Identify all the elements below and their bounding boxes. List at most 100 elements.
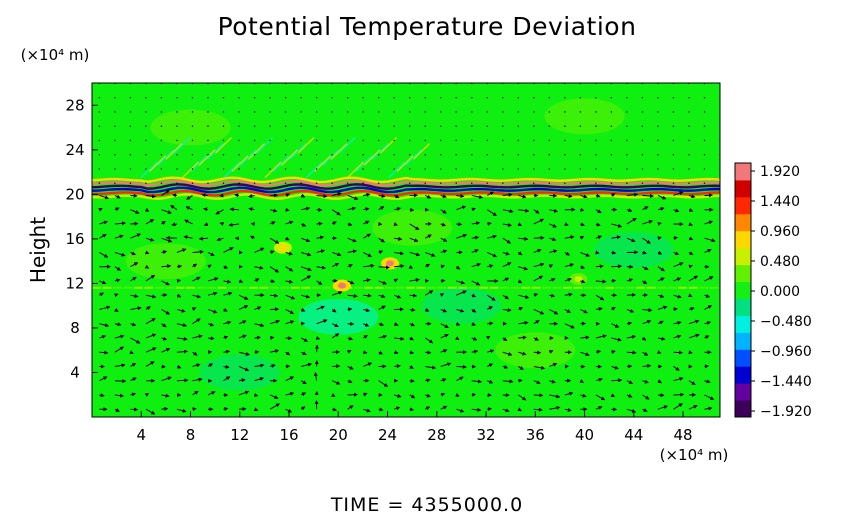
wind-vector — [487, 321, 494, 326]
wind-vector — [363, 308, 371, 313]
wind-vector — [719, 294, 720, 296]
wind-vector-dot — [98, 153, 101, 156]
wind-vector — [673, 350, 683, 355]
wind-vector — [425, 365, 437, 370]
wind-vector — [161, 393, 170, 398]
wind-vector — [424, 194, 432, 199]
gravity-wave-stroke — [173, 137, 191, 154]
wind-vector-dot — [160, 139, 163, 142]
wind-vector — [440, 209, 447, 214]
field-band-segment — [133, 286, 143, 289]
wind-vector — [316, 265, 326, 270]
y-axis-ticks: 4 8 12 16 20 24 28 — [65, 96, 98, 381]
wind-vector — [285, 320, 295, 325]
wind-vector-dot — [393, 125, 395, 127]
wind-vector — [378, 305, 386, 310]
wind-vector — [207, 322, 215, 327]
x-axis-ticks: 4 8 12 16 20 24 28 32 36 40 44 48 — [136, 411, 693, 444]
wind-vector-dot — [238, 139, 240, 142]
colorbar-segment — [735, 213, 751, 232]
wind-vector-dot — [300, 168, 302, 170]
wind-vector-dot — [502, 111, 504, 113]
wind-vector-dot — [145, 111, 147, 113]
wind-vector-dot — [393, 139, 395, 142]
wind-vector — [688, 236, 694, 241]
colorbar-segment — [735, 179, 751, 198]
wind-vector-dot — [269, 153, 271, 156]
wind-vector — [129, 350, 134, 354]
wind-vector — [440, 249, 448, 254]
wind-vector — [719, 394, 720, 395]
wind-vector — [673, 366, 680, 371]
wind-vector — [176, 408, 187, 413]
gravity-wave-stroke — [264, 161, 282, 179]
wind-vector — [719, 337, 720, 339]
wind-vector-dot — [253, 139, 256, 142]
wind-vector — [238, 305, 249, 310]
wind-vector — [347, 194, 359, 200]
wind-vector-dot — [377, 139, 380, 142]
wind-vector — [248, 207, 255, 212]
colorbar-segment — [735, 315, 751, 333]
wind-vector — [172, 193, 178, 198]
wind-vector — [611, 250, 617, 255]
wind-vector — [533, 293, 539, 297]
wind-vector — [595, 222, 601, 227]
wind-vector — [394, 364, 401, 369]
wind-vector — [409, 336, 414, 341]
wind-vector — [549, 237, 557, 242]
wind-vector-dot — [440, 96, 442, 99]
wind-vector — [673, 334, 682, 339]
wind-vector — [145, 237, 155, 242]
wind-vector — [641, 336, 647, 341]
wind-vector-dot — [284, 168, 287, 170]
wind-vector — [564, 323, 575, 329]
wind-vector — [285, 207, 290, 212]
wind-vector — [533, 350, 542, 355]
wind-vector — [161, 348, 171, 353]
gravity-wave-stroke — [396, 155, 414, 173]
wind-vector-dot — [408, 153, 411, 156]
colorbar-tick-label: −0.480 — [760, 314, 812, 330]
wind-vector — [440, 264, 446, 269]
wind-vector — [201, 193, 209, 198]
wind-vector — [409, 207, 415, 212]
wind-vector — [98, 207, 103, 212]
wind-vector — [300, 380, 307, 385]
field-band-segment — [573, 286, 583, 289]
wind-vector — [564, 309, 571, 314]
wind-vector-dot — [145, 182, 147, 184]
wind-vector — [688, 293, 693, 297]
wind-vector — [502, 308, 512, 313]
wind-vector-dot — [129, 182, 132, 184]
wind-vector — [425, 393, 431, 398]
wind-vector — [595, 349, 602, 354]
wind-vector — [347, 206, 357, 211]
wind-vector — [184, 219, 193, 225]
wind-vector — [269, 319, 280, 325]
wind-vector — [161, 189, 170, 196]
wind-vector — [657, 250, 663, 255]
wind-vector-dot — [517, 139, 520, 142]
wind-vector — [533, 393, 544, 398]
wind-vector-dot — [641, 111, 644, 113]
field-band-segment — [112, 286, 122, 289]
wind-vector-dot — [455, 125, 457, 127]
wind-vector — [394, 350, 399, 355]
wind-vector-dot — [610, 111, 613, 113]
wind-vector — [362, 322, 370, 327]
wind-vector — [378, 250, 384, 255]
field-patch — [544, 98, 625, 135]
wind-vector — [642, 250, 647, 255]
wind-vector-dot — [688, 125, 690, 127]
wind-vector — [533, 235, 545, 240]
wind-vector-dot — [688, 139, 690, 142]
wind-vector-dot — [222, 96, 225, 99]
wind-vector — [285, 408, 293, 413]
wind-vector — [130, 362, 137, 367]
field-band-segment — [479, 286, 489, 289]
wind-vector — [564, 277, 572, 282]
wind-vector — [300, 266, 312, 272]
wind-vector — [347, 280, 355, 285]
wind-vector-dot — [300, 139, 302, 142]
